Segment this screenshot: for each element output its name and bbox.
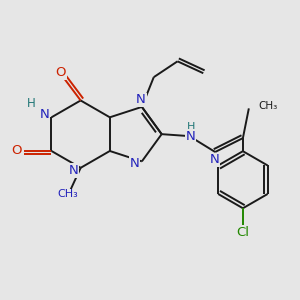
- Text: CH₃: CH₃: [259, 101, 278, 111]
- Text: H: H: [187, 122, 196, 132]
- Text: N: N: [130, 157, 140, 170]
- Text: N: N: [209, 153, 219, 167]
- Text: N: N: [185, 130, 195, 142]
- Text: O: O: [11, 145, 22, 158]
- Text: N: N: [69, 164, 78, 177]
- Text: Cl: Cl: [236, 226, 249, 238]
- Text: CH₃: CH₃: [58, 189, 78, 200]
- Text: O: O: [56, 66, 66, 79]
- Text: H: H: [27, 97, 36, 110]
- Text: N: N: [136, 93, 146, 106]
- Text: N: N: [40, 108, 49, 121]
